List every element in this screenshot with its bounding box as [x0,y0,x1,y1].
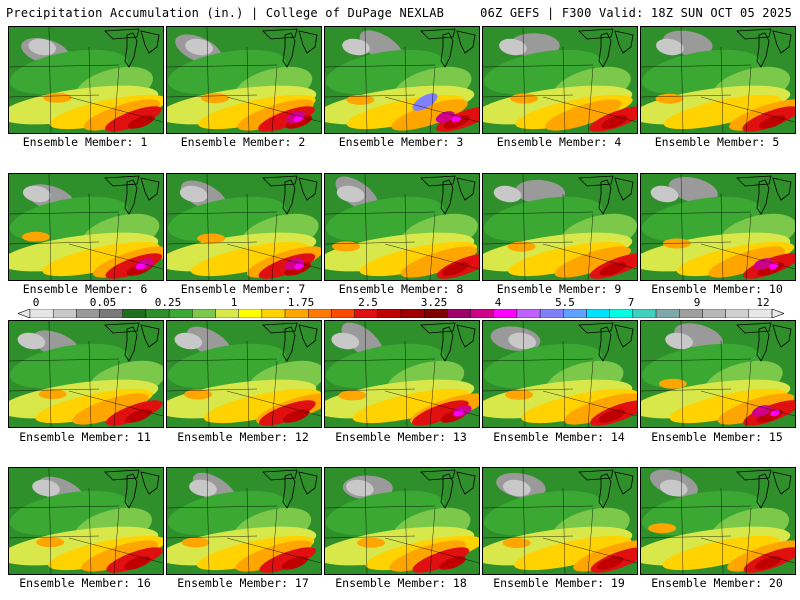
color-scale-swatch [377,309,402,318]
ensemble-member-label: Ensemble Member: 13 [335,430,467,444]
ensemble-member-label: Ensemble Member: 3 [338,135,464,149]
color-scale-swatch [400,309,425,318]
color-scale-swatch [238,309,263,318]
color-scale-swatch [122,309,147,318]
ensemble-member-map [482,467,638,575]
ensemble-member-map [166,26,322,134]
color-scale-swatch [632,309,657,318]
ensemble-member-map [482,320,638,428]
color-scale-swatch [702,309,726,318]
color-scale-swatch [215,309,239,318]
color-scale-tick-label: 0.05 [89,296,117,309]
ensemble-member-label: Ensemble Member: 18 [335,576,467,590]
color-scale-swatch [493,309,518,318]
color-scale-swatch [52,309,77,318]
ensemble-member-label: Ensemble Member: 2 [180,135,306,149]
ensemble-member-label: Ensemble Member: 8 [338,282,464,296]
ensemble-member-map [640,320,796,428]
color-scale-swatch [308,309,332,318]
ensemble-member-map [324,320,480,428]
color-scale-swatch [29,309,54,318]
ensemble-member-label: Ensemble Member: 20 [651,576,783,590]
ensemble-member-map [8,320,164,428]
ensemble-member-map [166,173,322,281]
color-scale-swatch [470,309,494,318]
color-scale-swatch [655,309,680,318]
color-scale-tick-label: 2.5 [358,296,378,309]
color-scale-swatch [609,309,634,318]
ensemble-member-label: Ensemble Member: 16 [19,576,151,590]
ensemble-member-label: Ensemble Member: 5 [654,135,780,149]
color-scale-swatch [539,309,564,318]
color-scale-swatch [748,309,773,318]
color-scale-tick-label: 4 [494,296,502,309]
color-scale-swatch [192,309,216,318]
color-scale-swatch [447,309,471,318]
ensemble-member-map [482,26,638,134]
ensemble-member-map [8,173,164,281]
ensemble-member-map [324,173,480,281]
color-scale-tick-label: 5.5 [555,296,575,309]
color-scale-tick-label: 7 [627,296,635,309]
color-scale-bar [18,309,784,318]
ensemble-member-map [324,26,480,134]
color-scale-swatch [725,309,750,318]
color-scale-swatch [516,309,541,318]
ensemble-member-map [166,467,322,575]
ensemble-member-label: Ensemble Member: 15 [651,430,783,444]
ensemble-member-label: Ensemble Member: 7 [180,282,306,296]
ensemble-member-label: Ensemble Member: 19 [493,576,625,590]
color-scale-swatch [284,309,309,318]
color-scale-swatch [331,309,355,318]
color-scale-swatch [354,309,379,318]
ensemble-member-map [166,320,322,428]
color-scale-tick-label: 0 [32,296,40,309]
ensemble-member-map [8,467,164,575]
color-scale-swatch [679,309,703,318]
ensemble-member-label: Ensemble Member: 1 [22,135,148,149]
ensemble-member-label: Ensemble Member: 10 [651,282,783,296]
ensemble-member-label: Ensemble Member: 6 [22,282,148,296]
color-scale-swatch [586,309,610,318]
color-scale-swatch [563,309,587,318]
color-scale-swatch [76,309,100,318]
ensemble-member-label: Ensemble Member: 17 [177,576,309,590]
color-scale-tick-label: 12 [756,296,770,309]
ensemble-member-label: Ensemble Member: 4 [496,135,622,149]
ensemble-member-map [640,467,796,575]
ensemble-member-label: Ensemble Member: 11 [19,430,151,444]
ensemble-member-map [324,467,480,575]
ensemble-member-label: Ensemble Member: 12 [177,430,309,444]
ensemble-member-label: Ensemble Member: 9 [496,282,622,296]
color-scale-tick-label: 0.25 [154,296,182,309]
color-scale-tick-label: 1.75 [287,296,315,309]
color-scale-swatch [261,309,286,318]
color-scale-swatch [145,309,170,318]
ensemble-member-map [640,26,796,134]
color-scale-tick-label: 1 [230,296,238,309]
ensemble-member-label: Ensemble Member: 14 [493,430,625,444]
ensemble-member-map [8,26,164,134]
color-scale-tick-label: 9 [693,296,701,309]
color-scale-swatch [168,309,193,318]
chart-title: Precipitation Accumulation (in.) | Colle… [6,6,445,20]
model-run-info: 06Z GEFS | F300 Valid: 18Z SUN OCT 05 20… [480,6,792,20]
ensemble-member-map [640,173,796,281]
color-scale-tick-label: 3.25 [420,296,448,309]
color-scale-swatch [423,309,448,318]
ensemble-member-map [482,173,638,281]
color-scale-swatch [99,309,123,318]
